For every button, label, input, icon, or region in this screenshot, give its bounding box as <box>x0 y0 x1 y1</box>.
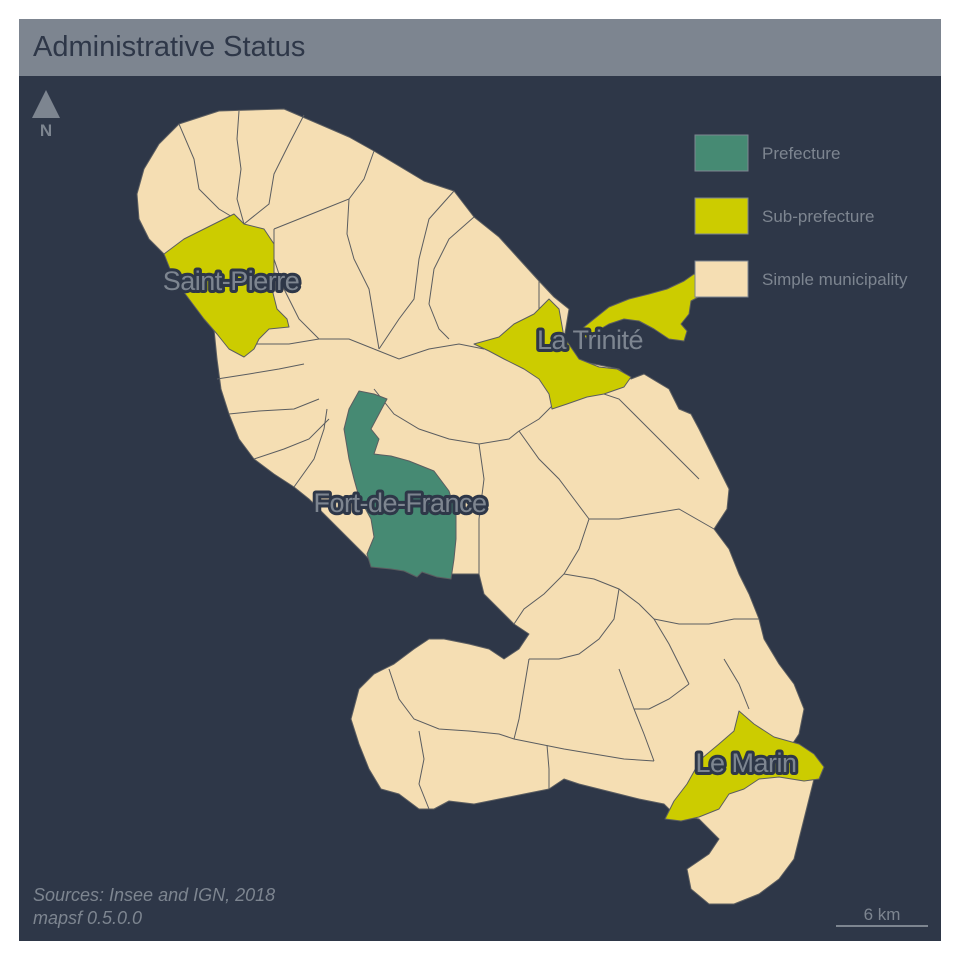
subprefecture-le-marin <box>664 710 825 822</box>
label-la-trinite: La Trinité <box>537 325 643 355</box>
scale-bar: 6 km <box>836 905 928 927</box>
prefecture-fort-de-france <box>343 390 457 580</box>
label-saint-pierre: Saint-Pierre <box>163 266 300 296</box>
north-arrow-icon <box>32 90 60 118</box>
label-le-marin: Le Marin <box>695 748 796 778</box>
subprefecture-saint-pierre <box>163 213 290 358</box>
map-frame: Administrative Status <box>19 19 941 941</box>
subprefecture-la-trinite-peninsula <box>578 273 705 342</box>
map-title: Administrative Status <box>33 31 306 63</box>
north-arrow: N <box>32 90 60 140</box>
municipality-north <box>136 108 815 905</box>
legend-swatch-prefecture <box>694 134 749 172</box>
legend: Prefecture Sub-prefecture Simple municip… <box>694 134 908 298</box>
legend-swatch-subprefecture <box>694 197 749 235</box>
legend-label-prefecture: Prefecture <box>762 144 840 163</box>
label-fort-de-france: Fort-de-France <box>313 488 486 518</box>
credits-sources: Sources: Insee and IGN, 2018 <box>33 885 276 905</box>
map-canvas: Saint-Pierre La Trinité Fort-de-France L… <box>32 90 928 927</box>
legend-label-subprefecture: Sub-prefecture <box>762 207 874 226</box>
scale-bar-label: 6 km <box>864 905 901 924</box>
commune-boundaries <box>178 110 759 810</box>
credits-version: mapsf 0.5.0.0 <box>33 908 143 928</box>
north-arrow-letter: N <box>40 121 52 140</box>
municipalities-layer <box>136 108 815 905</box>
legend-label-simple-municipality: Simple municipality <box>762 270 908 289</box>
subprefecture-la-trinite <box>473 298 632 410</box>
title-bar: Administrative Status <box>19 19 941 76</box>
legend-swatch-simple-municipality <box>694 260 749 298</box>
